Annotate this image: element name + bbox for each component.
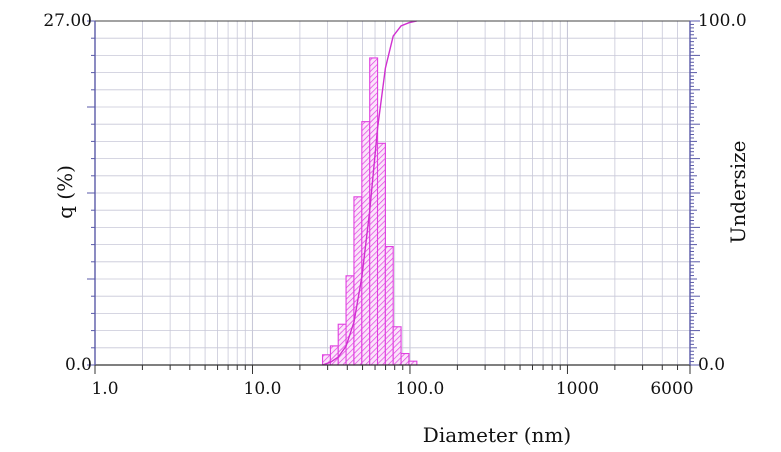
y2-axis-title: Undersize [726,141,750,244]
y2-tick-label: 0.0 [698,355,725,375]
x-tick-label: 6000 [650,379,693,399]
y-tick-label: 0.0 [65,355,92,375]
x-tick-label: 10.0 [244,379,282,399]
histogram-bar [376,142,386,366]
cumulative-curve-layer [322,20,418,366]
axis-ticks [87,20,700,374]
y-axis-title: q (%) [53,165,77,219]
x-tick-label: 1000 [556,379,599,399]
x-tick-label: 1.0 [91,379,118,399]
x-axis-title: Diameter (nm) [423,423,571,447]
y-tick-label: 27.00 [43,11,92,31]
histogram-bar [392,326,402,366]
grid [95,21,690,365]
histogram-bar [345,275,355,366]
cumulative-undersize-curve [322,20,418,366]
histogram-bar [337,323,347,366]
histogram-bar [384,245,394,366]
y2-tick-label: 100.0 [698,11,747,31]
x-tick-label: 100.0 [396,379,445,399]
histogram-bar [369,57,379,366]
histogram-bar [400,352,410,366]
